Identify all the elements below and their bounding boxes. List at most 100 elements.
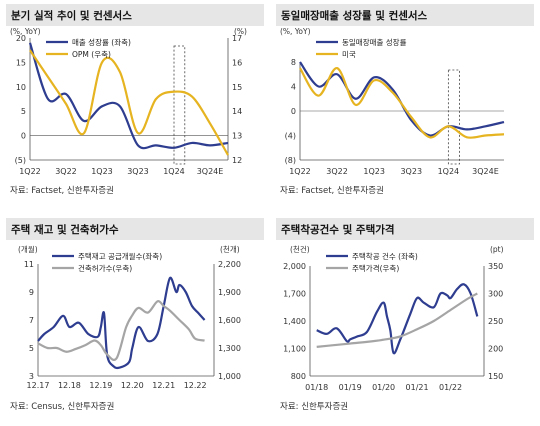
chart-housing-starts: (천건) (pt) 2,000 1,700 1,400 1,100 800 350 300 250… bbox=[283, 244, 504, 392]
chart-source: 자료: 신한투자증권 bbox=[280, 402, 349, 412]
y-tick-label-left: 8 bbox=[291, 58, 296, 67]
left-axis-unit: (천건) bbox=[290, 244, 310, 254]
y-tick-label-right: 350 bbox=[488, 262, 503, 271]
right-axis-unit: (%) bbox=[234, 27, 247, 36]
x-tick-label: 01/19 bbox=[339, 383, 362, 392]
x-tick-label: 1Q24 bbox=[163, 167, 185, 176]
y-tick-label-right: 2,200 bbox=[218, 260, 241, 269]
left-axis-unit: (%, YoY) bbox=[280, 27, 311, 36]
legend-label: 동일매장매출 성장률 bbox=[342, 37, 407, 47]
y-tick-label-right: 200 bbox=[488, 345, 503, 354]
chart-source: 자료: Factset, 신한투자증권 bbox=[280, 186, 384, 196]
legend-label: OPM (우축) bbox=[72, 50, 111, 59]
series-line-1 bbox=[29, 49, 229, 156]
x-tick-label: 12.19 bbox=[89, 381, 112, 390]
legend-label: 주택착공 건수 (좌축) bbox=[352, 251, 418, 261]
y-tick-label-left: (4) bbox=[285, 132, 296, 141]
y-tick-label-left: 1,400 bbox=[283, 317, 306, 326]
y-tick-label-left: 0 bbox=[291, 107, 296, 116]
x-tick-label: 12.21 bbox=[152, 381, 175, 390]
y-tick-label-left: 0 bbox=[21, 132, 26, 141]
right-axis-unit: (pt) bbox=[490, 245, 504, 254]
legend-label: 주택가격(우축) bbox=[352, 263, 399, 273]
chart-title: 주택착공건수 및 주택가격 bbox=[281, 224, 395, 236]
y-tick-label-left: 20 bbox=[16, 34, 26, 43]
x-tick-label: 3Q24E bbox=[472, 167, 499, 176]
y-tick-label-left: 15 bbox=[16, 58, 26, 67]
series-line-0 bbox=[28, 42, 229, 150]
chart-title: 동일매장매출 성장률 및 컨센서스 bbox=[281, 10, 428, 22]
x-tick-label: 1Q24 bbox=[438, 167, 460, 176]
chart-title-bar: 분기 실적 추이 및 컨센서스 bbox=[6, 4, 264, 26]
x-tick-label: 1Q23 bbox=[363, 167, 385, 176]
y-tick-label-right: 15 bbox=[232, 83, 242, 92]
y-tick-label-left: 5 bbox=[29, 344, 34, 353]
legend-label: 매출 성장률 (좌축) bbox=[72, 37, 131, 47]
legend-label: 미국 bbox=[342, 50, 356, 59]
y-tick-label-right: 1,300 bbox=[218, 344, 241, 353]
y-tick-label-left: 1,100 bbox=[283, 345, 306, 354]
x-tick-label: 12.17 bbox=[27, 381, 50, 390]
y-tick-label-left: 9 bbox=[29, 288, 34, 297]
x-tick-label: 3Q22 bbox=[326, 167, 348, 176]
y-tick-label-left: 800 bbox=[291, 372, 306, 381]
chart-source: 자료: Census, 신한투자증권 bbox=[10, 402, 115, 412]
x-tick-label: 01/22 bbox=[439, 383, 462, 392]
y-tick-label-left: 4 bbox=[291, 83, 296, 92]
x-tick-label: 3Q22 bbox=[55, 167, 77, 176]
y-tick-label-right: 1,000 bbox=[218, 372, 241, 381]
series-line-1 bbox=[299, 67, 505, 139]
y-tick-label-right: 17 bbox=[232, 34, 242, 43]
y-tick-label-left: (8) bbox=[285, 156, 296, 165]
chart-quarterly-earnings: (%, YoY) (%) 20 15 10 5 0 (5) 17 16 15 14 13 12 1Q22 3Q… bbox=[10, 27, 247, 176]
y-tick-label-right: 16 bbox=[232, 58, 242, 67]
y-tick-label-left: 3 bbox=[29, 372, 34, 381]
y-tick-label-right: 14 bbox=[232, 107, 242, 116]
y-tick-label-left: 10 bbox=[16, 83, 26, 92]
legend-label: 건축허가수(우축) bbox=[78, 263, 132, 273]
x-tick-label: 01/21 bbox=[406, 383, 429, 392]
left-axis-unit: (개월) bbox=[18, 244, 38, 254]
y-tick-label-left: 2,000 bbox=[283, 262, 306, 271]
highlight-box bbox=[447, 69, 460, 165]
highlight-box bbox=[173, 45, 186, 165]
y-tick-label-left: 1,700 bbox=[283, 290, 306, 299]
x-tick-label: 3Q24E bbox=[197, 167, 224, 176]
chart-panel-quarterly-earnings: 분기 실적 추이 및 컨센서스 (%, YoY) (%) 20 15 10 5 0 (5) 17… bbox=[6, 4, 264, 212]
chart-panel-housing-starts: 주택착공건수 및 주택가격 (천건) (pt) 2,000 1,700 1,400 1,1… bbox=[276, 218, 534, 426]
series-line-1 bbox=[37, 300, 205, 361]
x-tick-label: 1Q22 bbox=[289, 167, 311, 176]
x-tick-label: 01/20 bbox=[372, 383, 395, 392]
chart-same-store-sales: (%, YoY) 8 4 0 (4) (8) 1Q22 3Q22 1Q23 3Q23 1Q24 3Q2… bbox=[280, 27, 505, 176]
x-tick-label: 12.20 bbox=[121, 381, 144, 390]
x-tick-label: 12.22 bbox=[184, 381, 207, 390]
x-tick-label: 12.18 bbox=[58, 381, 81, 390]
legend-label: 주택재고 공급개월수(좌축) bbox=[78, 251, 162, 261]
series-line-0 bbox=[316, 283, 479, 355]
x-tick-label: 1Q23 bbox=[91, 167, 113, 176]
chart-source: 자료: Factset, 신한투자증권 bbox=[10, 186, 114, 196]
y-tick-label-right: 12 bbox=[232, 156, 242, 165]
y-tick-label-right: 1,900 bbox=[218, 288, 241, 297]
y-tick-label-right: 250 bbox=[488, 317, 503, 326]
left-axis-unit: (%, YoY) bbox=[10, 27, 41, 36]
chart-housing-inventory: (개월) (천개) 11 9 7 5 3 2,200 1,900 1,600 1,300 1,000 1… bbox=[18, 244, 241, 390]
y-tick-label-right: 150 bbox=[488, 372, 503, 381]
x-tick-label: 3Q23 bbox=[127, 167, 149, 176]
series-line-0 bbox=[37, 276, 206, 370]
y-tick-label-right: 300 bbox=[488, 290, 503, 299]
y-tick-label-left: 5 bbox=[21, 107, 26, 116]
chart-title-bar: 주택 재고 및 건축허가수 bbox=[6, 218, 264, 240]
chart-title: 분기 실적 추이 및 컨센서스 bbox=[11, 10, 132, 22]
chart-title: 주택 재고 및 건축허가수 bbox=[11, 224, 119, 236]
y-tick-label-left: 11 bbox=[24, 260, 34, 269]
x-tick-label: 01/18 bbox=[305, 383, 328, 392]
chart-title-bar: 주택착공건수 및 주택가격 bbox=[276, 218, 534, 240]
y-tick-label-right: 1,600 bbox=[218, 316, 241, 325]
y-tick-label-left: (5) bbox=[15, 156, 26, 165]
series-line-1 bbox=[316, 292, 478, 348]
y-tick-label-left: 7 bbox=[29, 316, 34, 325]
chart-title-bar: 동일매장매출 성장률 및 컨센서스 bbox=[276, 4, 534, 26]
x-tick-label: 3Q23 bbox=[400, 167, 422, 176]
chart-panel-housing-inventory: 주택 재고 및 건축허가수 (개월) (천개) 11 9 7 5 3 2,200 1,900 1,… bbox=[6, 218, 264, 426]
